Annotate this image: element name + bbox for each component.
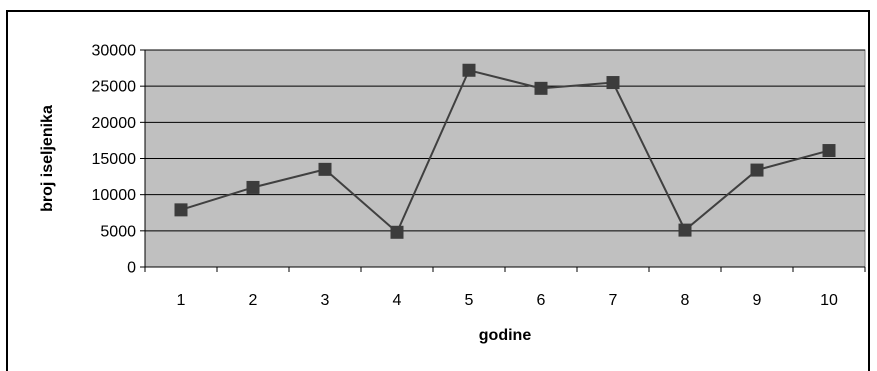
y-tick-label: 0: [127, 260, 136, 277]
data-point: [750, 163, 764, 177]
y-tick-labels: 0 5000 10000 15000 20000 25000 30000: [92, 43, 137, 277]
data-point: [390, 225, 404, 239]
y-tick-label: 5000: [100, 223, 136, 240]
axes: [140, 49, 866, 272]
gridlines: [145, 49, 865, 232]
x-axis-title: godine: [479, 327, 532, 344]
series-layer: [174, 63, 836, 239]
data-point: [246, 180, 260, 194]
y-tick-label: 15000: [92, 151, 137, 168]
x-tick-label: 1: [177, 292, 186, 309]
y-tick-label: 20000: [92, 115, 137, 132]
data-point: [822, 144, 836, 158]
data-point: [318, 162, 332, 176]
x-tick-label: 8: [681, 292, 690, 309]
series-line: [180, 69, 830, 234]
x-tick-labels: 1 2 3 4 5 6 7 8 9 10: [177, 292, 838, 309]
x-tick-label: 10: [820, 292, 838, 309]
y-tick-label: 25000: [92, 79, 137, 96]
x-tick-label: 5: [465, 292, 474, 309]
data-point: [174, 203, 188, 217]
x-tick-label: 3: [321, 292, 330, 309]
y-axis-title: broj iseljenika: [39, 105, 56, 212]
x-tick-label: 9: [753, 292, 762, 309]
data-point: [678, 223, 692, 237]
data-point: [534, 81, 548, 95]
data-point: [606, 76, 620, 90]
x-tick-label: 7: [609, 292, 618, 309]
x-tick-label: 4: [393, 292, 402, 309]
x-tick-label: 2: [249, 292, 258, 309]
x-tick-label: 6: [537, 292, 546, 309]
data-point: [462, 63, 476, 77]
y-tick-label: 10000: [92, 187, 137, 204]
y-tick-label: 30000: [92, 43, 137, 60]
